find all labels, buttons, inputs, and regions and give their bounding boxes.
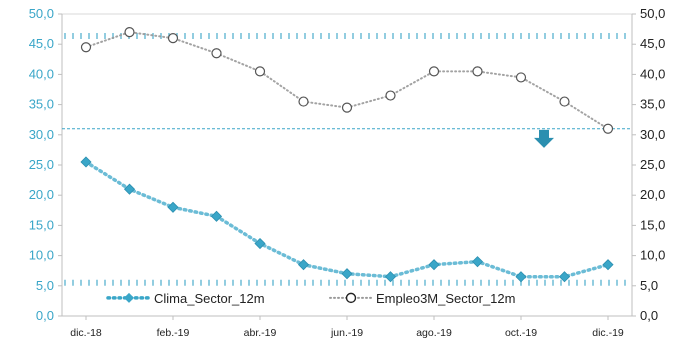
series-Empleo3M_Sector_12m: [80, 27, 614, 134]
legend-swatch-marker: [124, 292, 134, 303]
data-point: [167, 33, 179, 44]
data-point: [124, 27, 135, 38]
y-right-tick-label: 15,0: [640, 217, 665, 232]
data-point: [428, 66, 440, 77]
data-point: [385, 90, 396, 101]
y-right-tick-label: 25,0: [640, 157, 665, 172]
legend-swatch-marker: [345, 292, 357, 304]
x-tick-label: abr.-19: [244, 327, 277, 339]
data-point: [254, 66, 266, 77]
data-point: [211, 48, 222, 59]
y-right-tick-label: 0,0: [640, 308, 658, 323]
down-arrow-icon: [534, 129, 554, 148]
y-left-tick-label: 50,0: [29, 6, 54, 21]
data-point: [515, 72, 527, 83]
x-axis: dic.-18 feb.-19 abr.-19 jun.-19 ago.-19 oct.-…: [62, 315, 632, 339]
data-point: [558, 271, 571, 283]
data-point: [254, 237, 266, 250]
data-point: [341, 268, 353, 280]
y-left-tick-label: 30,0: [29, 127, 54, 142]
data-point: [428, 259, 440, 271]
series-layer: [80, 27, 614, 283]
legend-item: Empleo3M_Sector_12m: [329, 291, 515, 306]
y-left-tick-label: 45,0: [29, 36, 54, 51]
data-point: [297, 259, 310, 271]
data-point: [210, 210, 223, 222]
x-tick-label: dic.-19: [592, 327, 624, 339]
y-right-tick-label: 45,0: [640, 36, 665, 51]
y-left-tick-label: 5,0: [36, 278, 54, 293]
data-point: [472, 66, 483, 77]
legend: Clima_Sector_12m Empleo3M_Sector_12m: [102, 286, 572, 309]
data-point: [80, 42, 92, 53]
data-point: [298, 96, 309, 107]
y-left-tick-label: 40,0: [29, 66, 54, 81]
x-tick-label: jun.-19: [330, 327, 363, 339]
y-left-tick-label: 10,0: [29, 248, 54, 263]
data-point: [167, 201, 179, 213]
data-point: [602, 259, 614, 271]
data-point: [80, 156, 92, 168]
data-point: [559, 96, 570, 107]
y-right-tick-label: 10,0: [640, 248, 665, 263]
y-left-tick-label: 15,0: [29, 217, 54, 232]
legend-label: Clima_Sector_12m: [154, 291, 265, 306]
data-point: [341, 102, 353, 113]
y-left-tick-label: 25,0: [29, 157, 54, 172]
y-right-tick-label: 30,0: [640, 127, 665, 142]
y-right-tick-label: 35,0: [640, 97, 665, 112]
y-right-tick-label: 20,0: [640, 187, 665, 202]
data-point: [384, 271, 397, 283]
x-tick-label: ago.-19: [416, 327, 452, 339]
y-left-tick-label: 0,0: [36, 308, 54, 323]
data-point: [471, 256, 484, 268]
legend-item: Clima_Sector_12m: [106, 291, 265, 306]
y-right-tick-label: 40,0: [640, 66, 665, 81]
y-right-tick-label: 50,0: [640, 6, 665, 21]
y-left-tick-label: 20,0: [29, 187, 54, 202]
x-tick-label: dic.-18: [70, 327, 102, 339]
x-tick-label: oct.-19: [505, 327, 537, 339]
y-axis-right: 0,0 5,0 10,0 15,0 20,0 25,0 30,0 35,0 40,0 45,0 50…: [631, 6, 665, 323]
legend-label: Empleo3M_Sector_12m: [376, 291, 515, 306]
series-Clima_Sector_12m: [80, 156, 614, 283]
y-right-tick-label: 5,0: [640, 278, 658, 293]
data-point: [515, 271, 527, 283]
data-point: [602, 123, 614, 134]
data-point: [123, 183, 136, 195]
x-tick-label: feb.-19: [157, 327, 190, 339]
y-axis-left: 0,0 5,0 10,0 15,0 20,0 25,0 30,0 35,0 40,0 45,0 50…: [29, 6, 63, 323]
down-arrow-shape: [534, 129, 554, 148]
y-left-tick-label: 35,0: [29, 97, 54, 112]
